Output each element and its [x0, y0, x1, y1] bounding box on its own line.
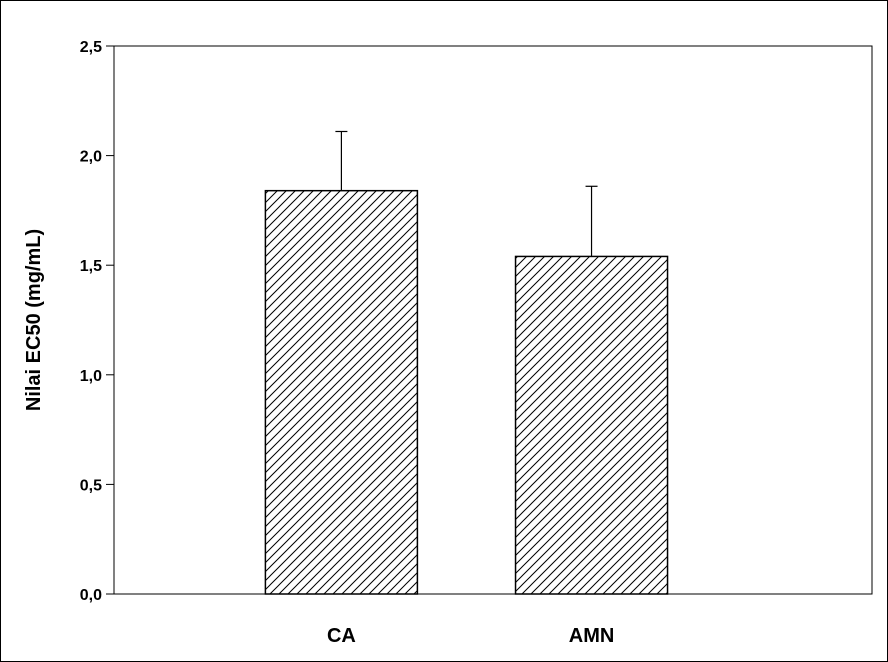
y-tick-label: 2,0: [80, 149, 102, 166]
y-axis-title: Nilai EC50 (mg/mL): [23, 229, 45, 411]
x-axis-labels: CA AMN: [327, 625, 614, 647]
y-axis-ticks: 0,0 0,5 1,0 1,5 2,0 2,5: [80, 39, 114, 604]
y-tick-label: 0,0: [80, 587, 102, 604]
plot-area: [113, 45, 873, 595]
bars: [264, 189, 669, 595]
bar-ca: [264, 189, 419, 595]
error-bars: [335, 130, 598, 257]
y-tick-label: 0,5: [80, 477, 102, 494]
y-tick-label: 1,0: [80, 368, 102, 385]
x-category-label: AMN: [569, 625, 615, 647]
y-tick-label: 1,5: [80, 258, 102, 275]
bar-amn: [514, 255, 669, 595]
x-category-label: CA: [327, 625, 356, 647]
y-tick-label: 2,5: [80, 39, 102, 56]
